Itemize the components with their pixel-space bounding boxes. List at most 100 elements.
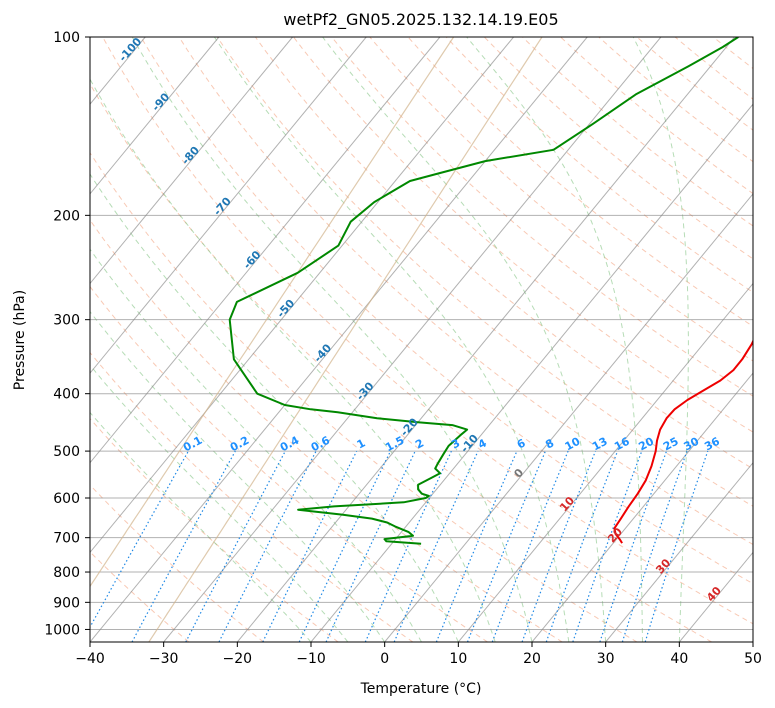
y-tick-label: 100: [53, 30, 80, 46]
mixing-ratio-line: [393, 450, 479, 642]
mixing-ratio-line: [218, 450, 317, 642]
isotherm-line: [0, 37, 72, 642]
dry-adiabat: [178, 37, 753, 546]
mixing-ratio-line: [599, 450, 668, 642]
x-tick-label: 0: [380, 651, 389, 667]
mixing-ratio-label: 25: [661, 435, 681, 454]
y-tick-label: 400: [53, 387, 80, 403]
y-tick-label: 1000: [44, 622, 80, 638]
isotherm-line: [163, 37, 662, 642]
y-tick-label: 700: [53, 531, 80, 547]
dry-adiabat: [216, 37, 753, 507]
mixing-ratio-label: 13: [590, 435, 610, 454]
mixing-ratio-line: [131, 450, 236, 642]
mixing-ratio-line: [621, 450, 688, 642]
mixing-ratio-line: [435, 450, 518, 642]
dry-adiabat: [90, 417, 339, 642]
mixing-ratio-line: [466, 450, 546, 642]
isotherm-line: [90, 37, 441, 464]
isotherm-line: [457, 282, 753, 642]
isotherm-label: 40: [704, 584, 724, 604]
isotherm-label: 0: [511, 466, 526, 481]
mixing-ratio-line: [644, 450, 709, 642]
isotherm-line: [310, 103, 753, 642]
moist-adiabat: [90, 173, 459, 642]
isotherm-label: -80: [179, 144, 202, 168]
isotherm-line: [605, 461, 753, 642]
dry-adiabat: [293, 37, 753, 433]
isotherm-line: [752, 641, 753, 642]
mixing-ratio-label: 16: [612, 435, 632, 454]
dry-adiabat: [445, 37, 753, 293]
isotherm-line: [678, 551, 753, 642]
dry-adiabat: [407, 37, 753, 327]
series-layer: [228, 37, 753, 545]
y-tick-label: 900: [53, 595, 80, 611]
moist-adiabat: [90, 248, 422, 642]
mixing-ratio-label: 30: [682, 435, 702, 454]
y-axis: 100 200 300 400 500 600 700 800 900 1000: [44, 30, 90, 638]
mixing-ratio-line: [572, 450, 643, 642]
dry-adiabat: [369, 37, 753, 362]
mixing-ratio-label: 8: [543, 436, 556, 451]
mixing-ratio-label: 36: [702, 435, 722, 454]
mixing-ratio-line: [262, 450, 358, 642]
background-grid: [0, 37, 753, 642]
reference-curve: [148, 37, 543, 642]
mixing-ratio-line: [185, 450, 286, 642]
moist-adiabat: [322, 37, 607, 642]
isotherm-label: -30: [354, 379, 377, 403]
plot-frame: [89, 36, 754, 643]
dry-adiabat: [598, 37, 753, 163]
chart-title: wetPf2_GN05.2025.132.14.19.E05: [283, 10, 558, 30]
dry-adiabat: [90, 351, 414, 642]
y-tick-label: 800: [53, 565, 80, 581]
y-tick-label: 200: [53, 208, 80, 224]
dry-adiabat: [90, 83, 712, 642]
mixing-ratio-label: 1: [355, 436, 368, 451]
isotherm-line: [90, 37, 293, 285]
x-tick-label: 40: [670, 651, 688, 667]
dry-adiabat: [140, 37, 753, 585]
dry-adiabat: [90, 285, 488, 642]
isotherm-line: [90, 37, 367, 374]
x-tick-label: 20: [523, 651, 541, 667]
isotherm-label: -90: [149, 90, 172, 114]
x-axis-label: Temperature (°C): [360, 681, 482, 697]
mixing-ratio-line: [545, 450, 619, 642]
isotherm-label: -50: [274, 297, 297, 321]
dry-adiabat: [90, 151, 638, 642]
mixing-ratio-label: 2: [413, 436, 426, 451]
x-tick-label: 10: [449, 651, 467, 667]
dry-adiabat: [674, 37, 753, 100]
mixing-ratio-label: 10: [563, 435, 583, 454]
isotherm-line: [531, 372, 753, 642]
dry-adiabat: [331, 37, 753, 397]
dewpoint-line: [228, 37, 739, 545]
mixing-ratio-label: 6: [515, 436, 528, 451]
mixing-ratio-line: [364, 450, 452, 642]
dry-adiabat: [90, 484, 264, 642]
isotherm-label: -70: [211, 194, 234, 218]
reference-curve: [90, 37, 455, 588]
dry-adiabat: [712, 37, 753, 70]
x-tick-label: −40: [75, 651, 105, 667]
dry-adiabat: [90, 219, 563, 642]
mixing-ratio-line: [491, 450, 569, 642]
x-tick-label: 30: [597, 651, 615, 667]
y-tick-label: 600: [53, 491, 80, 507]
y-tick-label: 300: [53, 313, 80, 329]
x-tick-label: −30: [149, 651, 179, 667]
y-tick-label: 500: [53, 444, 80, 460]
moist-adiabat: [213, 37, 570, 642]
moist-adiabat: [90, 364, 349, 642]
x-tick-label: 50: [744, 651, 762, 667]
isotherm-label: 30: [653, 556, 673, 576]
dry-adiabat: [254, 37, 753, 470]
isotherm-line: [90, 37, 588, 642]
y-axis-label: Pressure (hPa): [12, 290, 28, 390]
temperature-line: [613, 338, 753, 544]
mixing-ratio-label: 20: [636, 435, 656, 454]
moist-adiabat: [632, 37, 689, 642]
